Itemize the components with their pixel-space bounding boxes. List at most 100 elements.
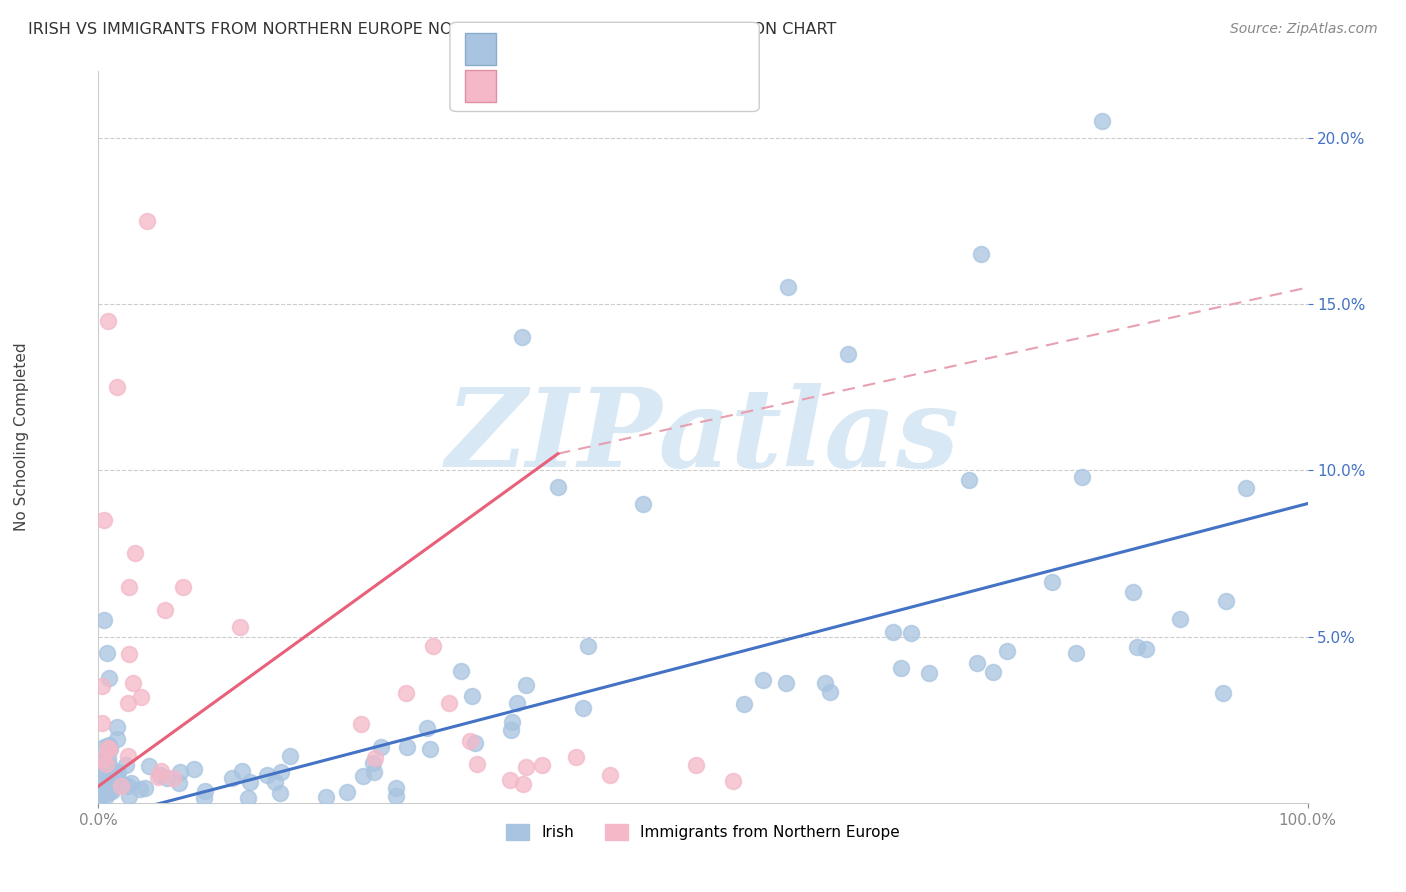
Point (120, 775, 142, 789)
Point (149, 768, 172, 782)
Point (565, 750, 588, 764)
Point (93, 757, 115, 772)
Point (118, 580, 141, 594)
Point (264, 775, 287, 789)
Point (422, 639, 444, 653)
Point (461, 689, 484, 703)
Point (117, 749, 139, 764)
Point (153, 603, 176, 617)
Point (900, 626, 922, 640)
Text: IRISH VS IMMIGRANTS FROM NORTHERN EUROPE NO SCHOOLING COMPLETED CORRELATION CHAR: IRISH VS IMMIGRANTS FROM NORTHERN EUROPE… (28, 22, 837, 37)
Point (416, 721, 439, 735)
Point (149, 764, 172, 779)
Point (239, 775, 262, 789)
Point (91, 788, 114, 802)
Point (733, 697, 755, 711)
Point (450, 665, 472, 679)
Point (890, 661, 912, 675)
Point (94, 789, 117, 803)
Point (221, 771, 243, 785)
Point (499, 772, 522, 787)
Point (96, 763, 118, 777)
Point (837, 347, 859, 361)
Point (515, 760, 537, 774)
Text: ZIPatlas: ZIPatlas (446, 384, 960, 491)
Point (460, 734, 482, 748)
Point (117, 696, 139, 710)
Point (101, 779, 124, 793)
Point (105, 731, 128, 746)
Point (352, 769, 374, 783)
Point (256, 768, 278, 782)
Point (193, 791, 215, 805)
Text: R = 0.459   N = 118: R = 0.459 N = 118 (503, 37, 666, 52)
Point (236, 790, 259, 805)
Point (1122, 584, 1144, 599)
Point (995, 643, 1018, 657)
Point (1091, 114, 1114, 128)
Point (882, 625, 904, 640)
Point (129, 690, 152, 704)
Point (93, 786, 115, 800)
Point (385, 780, 408, 795)
Point (96, 766, 118, 780)
Point (101, 770, 124, 784)
Point (918, 666, 941, 681)
Point (464, 736, 486, 750)
Point (110, 779, 132, 793)
Point (370, 740, 392, 755)
Point (122, 676, 145, 690)
Point (97, 751, 120, 765)
Point (156, 771, 179, 785)
Point (465, 757, 488, 772)
Point (437, 696, 460, 710)
Point (98, 757, 121, 772)
Point (105, 720, 128, 734)
Point (93, 740, 115, 755)
Point (350, 717, 373, 731)
Point (91, 715, 114, 730)
Point (336, 785, 359, 799)
Point (510, 330, 533, 344)
Point (118, 647, 141, 661)
Point (531, 757, 554, 772)
Point (124, 546, 146, 560)
Point (93, 513, 115, 527)
Point (512, 777, 534, 791)
Point (93, 613, 115, 627)
Point (1126, 640, 1149, 654)
Point (117, 779, 139, 793)
Point (98, 738, 121, 752)
Point (97, 739, 120, 754)
Point (129, 781, 152, 796)
Point (97, 671, 120, 685)
Point (96, 777, 118, 791)
Point (89, 755, 111, 769)
Point (315, 790, 337, 805)
Point (1064, 646, 1087, 660)
Legend: Irish, Immigrants from Northern Europe: Irish, Immigrants from Northern Europe (501, 818, 905, 847)
Point (89, 760, 111, 774)
Point (112, 778, 135, 792)
Point (231, 764, 253, 778)
Point (364, 751, 387, 765)
Point (169, 765, 191, 780)
Point (97, 778, 120, 792)
Point (572, 700, 595, 714)
Point (981, 665, 1004, 679)
Point (97, 314, 120, 328)
Point (501, 723, 523, 738)
Point (363, 764, 385, 779)
Point (752, 673, 775, 688)
Point (172, 580, 194, 594)
Point (228, 620, 250, 634)
Point (501, 714, 523, 729)
Point (91, 760, 114, 774)
Point (576, 639, 599, 653)
Point (183, 762, 205, 776)
Point (115, 757, 138, 772)
Point (395, 686, 418, 700)
Point (98, 785, 121, 799)
Point (94, 757, 117, 772)
Point (169, 776, 191, 790)
